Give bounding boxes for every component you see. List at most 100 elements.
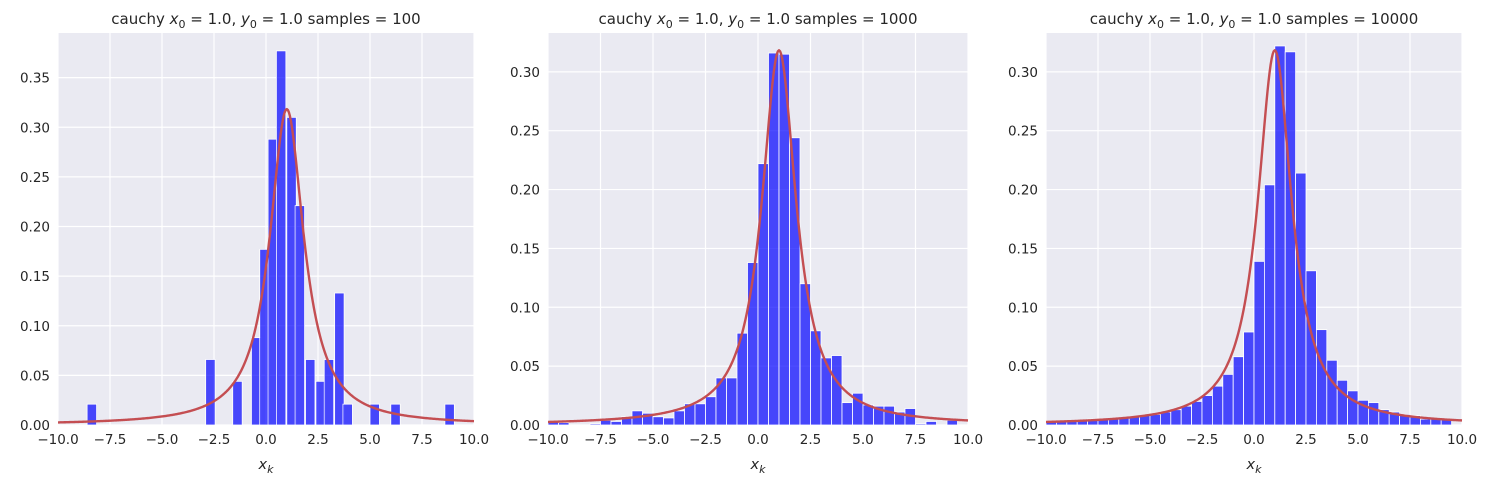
x-tick-label: 10.0	[953, 432, 983, 448]
histogram-bar	[1201, 395, 1213, 426]
chart-panel-2: −10.0 −7.5 −5.0 −2.5 0.0 2.5 5.0 7.5 10.0 0.00 0.0…	[510, 10, 983, 476]
histogram-bar	[232, 380, 243, 426]
x-tick-label: −5.0	[1134, 432, 1167, 448]
histogram-bar	[589, 423, 601, 426]
chart-title: cauchy x0 = 1.0, y0 = 1.0 samples = 1000	[599, 10, 918, 31]
histogram-bar	[789, 137, 801, 426]
histogram-bar	[831, 355, 843, 426]
chart-title-part: 0	[1157, 18, 1164, 31]
histogram-bar	[1212, 385, 1224, 426]
histogram-bar	[1253, 260, 1265, 426]
x-tick-label: −7.5	[1082, 432, 1115, 448]
histogram-bar	[1326, 359, 1338, 426]
histogram-bar	[1347, 390, 1359, 426]
histogram-bar	[915, 423, 927, 426]
chart-title-part: y	[727, 10, 738, 28]
histogram-bar	[1284, 51, 1296, 426]
chart-title-part: = 1.0,	[186, 10, 242, 28]
histogram-bar	[820, 357, 832, 426]
chart-title: cauchy x0 = 1.0, y0 = 1.0 samples = 100	[111, 10, 420, 31]
histogram-bar	[652, 416, 664, 426]
histogram-bar	[747, 262, 759, 426]
chart-title-part: = 1.0,	[673, 10, 729, 28]
y-tick-label: 0.25	[510, 124, 540, 140]
y-tick-label: 0.20	[1008, 183, 1038, 199]
y-tick-label: 0.30	[510, 65, 540, 81]
histogram-bar	[1264, 184, 1276, 426]
histogram-bar	[1180, 405, 1192, 426]
chart-title-part: = 1.0 samples = 10000	[1235, 10, 1418, 28]
histogram-bar	[334, 292, 345, 426]
y-tick-label: 0.25	[20, 170, 50, 186]
chart-title-part: = 1.0 samples = 1000	[744, 10, 917, 28]
chart-title-part: x	[1147, 10, 1157, 28]
x-tick-label: 0.0	[255, 432, 276, 448]
histogram-bar	[369, 403, 380, 426]
y-tick-label: 0.15	[20, 269, 50, 285]
x-axis-label: xk	[750, 457, 767, 476]
y-tick-label: 0.15	[1008, 241, 1038, 257]
x-tick-label: −2.5	[1186, 432, 1219, 448]
histogram-bar	[1170, 409, 1182, 426]
x-axis-label-base: x	[1246, 457, 1256, 473]
x-tick-label: 0.0	[747, 432, 768, 448]
histogram-bar	[305, 359, 316, 426]
histogram-bar	[323, 359, 335, 426]
x-tick-label: −2.5	[198, 432, 231, 448]
x-tick-label: −10.0	[1025, 432, 1066, 448]
chart-title-part: y	[240, 10, 251, 28]
histogram-bar	[726, 377, 738, 426]
chart-panel-1: −10.0 −7.5 −5.0 −2.5 0.0 2.5 5.0 7.5 10.0 0.00 0.0…	[20, 10, 489, 476]
y-tick-label: 0.05	[20, 368, 50, 384]
histogram-bar	[1368, 402, 1380, 426]
histogram-bar	[1149, 414, 1161, 426]
y-tick-label: 0.15	[510, 241, 540, 257]
chart-title-part: x	[656, 10, 666, 28]
chart-title-part: cauchy	[599, 10, 657, 28]
x-tick-label: 2.5	[1295, 432, 1316, 448]
histogram-bar	[694, 403, 706, 426]
x-tick-label: 5.0	[1347, 432, 1368, 448]
cauchy-pdf-curve	[1045, 49, 1463, 424]
x-tick-label: −7.5	[94, 432, 127, 448]
y-tick-label: 0.20	[510, 183, 540, 199]
y-tick-label: 0.05	[510, 359, 540, 375]
chart-title-part: x	[169, 10, 179, 28]
histogram-bar	[1316, 329, 1328, 426]
x-tick-label: −5.0	[146, 432, 179, 448]
y-tick-label: 0.00	[1008, 418, 1038, 434]
histogram-bar	[600, 419, 612, 426]
y-tick-label: 0.10	[510, 300, 540, 316]
chart-title-part: = 1.0,	[1164, 10, 1220, 28]
x-axis-label-subscript: k	[267, 463, 274, 476]
x-tick-label: 5.0	[359, 432, 380, 448]
x-axis-label: xk	[258, 457, 275, 476]
x-tick-label: 5.0	[852, 432, 873, 448]
histogram-bar	[86, 403, 97, 426]
histogram-bar	[663, 417, 675, 426]
histogram-bar	[1222, 373, 1234, 426]
histogram-bar	[558, 422, 570, 426]
y-tick-label: 0.10	[1008, 300, 1038, 316]
x-tick-label: 7.5	[411, 432, 432, 448]
x-tick-label: 10.0	[459, 432, 489, 448]
x-tick-label: 7.5	[905, 432, 926, 448]
chart-title-part: cauchy	[111, 10, 169, 28]
x-tick-label: 2.5	[800, 432, 821, 448]
y-tick-label: 0.20	[20, 220, 50, 236]
x-tick-label: −5.0	[637, 432, 670, 448]
x-tick-label: −2.5	[689, 432, 722, 448]
chart-title-part: cauchy	[1090, 10, 1148, 28]
histogram-bar	[1191, 401, 1203, 426]
chart-panel-3: −10.0 −7.5 −5.0 −2.5 0.0 2.5 5.0 7.5 10.0 0.00 0.0…	[1008, 10, 1477, 476]
chart-title-part: = 1.0 samples = 100	[257, 10, 421, 28]
x-tick-label: 10.0	[1447, 432, 1477, 448]
x-axis-label-base: x	[750, 457, 760, 473]
histogram-bar	[1160, 411, 1172, 426]
chart-title: cauchy x0 = 1.0, y0 = 1.0 samples = 1000…	[1090, 10, 1419, 31]
x-axis-label: xk	[1246, 457, 1263, 476]
histogram-bar	[1420, 418, 1432, 426]
x-tick-label: 0.0	[1243, 432, 1264, 448]
histogram-bar	[205, 359, 216, 426]
